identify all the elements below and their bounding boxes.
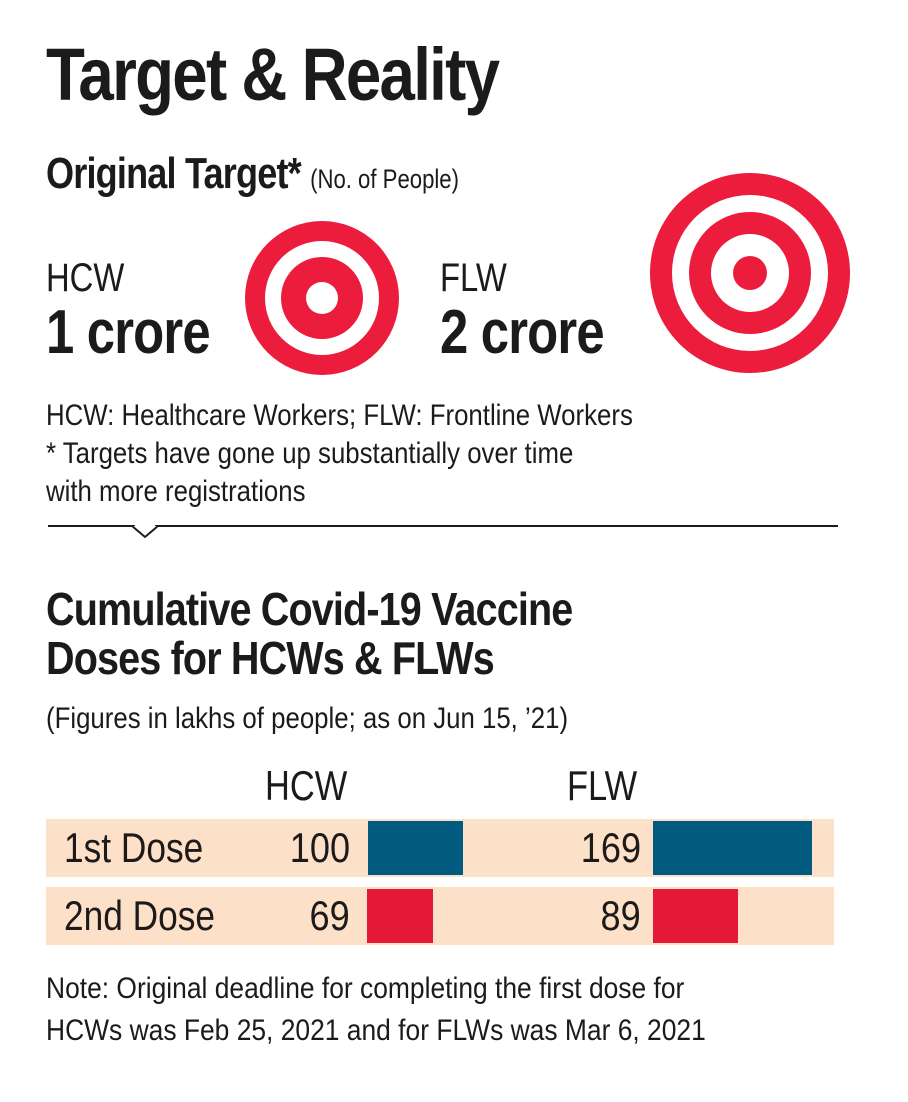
- chart-row-first-dose: 1st Dose 100 169: [46, 819, 834, 877]
- flw-first-dose-value: 169: [580, 824, 641, 871]
- hcw-target-value: 1 crore: [46, 298, 211, 367]
- abbreviation-note: HCW: Healthcare Workers; FLW: Frontline …: [46, 399, 633, 432]
- doses-chart-title-line1: Cumulative Covid-19 Vaccine: [46, 583, 573, 635]
- deadline-footnote-line2: HCWs was Feb 25, 2021 and for FLWs was M…: [46, 1014, 706, 1047]
- chart-row-second-dose: 2nd Dose 69 89: [46, 887, 834, 945]
- flw-second-dose-bar: [653, 889, 738, 943]
- divider-notch-icon: [132, 523, 158, 539]
- flw-first-dose-bar: [653, 821, 812, 875]
- hcw-target-label: HCW: [46, 256, 125, 300]
- column-header-flw: FLW: [567, 762, 638, 809]
- flw-target-label: FLW: [440, 256, 507, 300]
- section-divider: [48, 525, 838, 527]
- chart-subtitle: (Figures in lakhs of people; as on Jun 1…: [46, 702, 569, 735]
- hcw-second-dose-value: 69: [309, 892, 350, 939]
- hcw-first-dose-bar: [368, 821, 463, 875]
- doses-chart-title-line2: Doses for HCWs & FLWs: [46, 632, 495, 684]
- targets-footnote-line2: with more registrations: [46, 475, 306, 508]
- flw-target-value: 2 crore: [440, 298, 605, 367]
- doses-chart-title: Cumulative Covid-19 Vaccine Doses for HC…: [46, 583, 573, 684]
- column-header-hcw: HCW: [265, 762, 348, 809]
- row-label: 1st Dose: [64, 824, 204, 871]
- hcw-second-dose-bar: [367, 889, 433, 943]
- flw-second-dose-value: 89: [600, 892, 641, 939]
- targets-footnote-line1: * Targets have gone up substantially ove…: [46, 437, 574, 470]
- deadline-footnote: Note: Original deadline for completing t…: [46, 968, 706, 1052]
- original-target-label: Original Target*: [46, 149, 302, 198]
- original-target-heading: Original Target* (No. of People): [46, 152, 459, 196]
- page-title: Target & Reality: [46, 33, 500, 116]
- original-target-unit: (No. of People): [310, 164, 459, 194]
- deadline-footnote-line1: Note: Original deadline for completing t…: [46, 972, 685, 1005]
- target-bullseye-icon: [650, 173, 850, 373]
- target-bullseye-icon: [245, 221, 399, 375]
- hcw-first-dose-value: 100: [289, 824, 350, 871]
- row-label: 2nd Dose: [64, 892, 216, 939]
